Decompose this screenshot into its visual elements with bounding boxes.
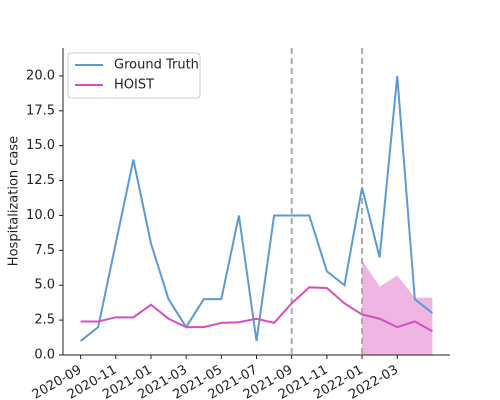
series-line xyxy=(79,75,434,342)
y-tick-label: 10.0 xyxy=(26,208,55,223)
y-tick-label: 7.5 xyxy=(34,243,55,258)
y-tick-label: 12.5 xyxy=(26,173,55,188)
y-tick-label: 2.5 xyxy=(34,313,55,328)
y-tick-label: 5.0 xyxy=(34,278,55,293)
y-axis-label: Hospitalization case xyxy=(7,136,22,266)
legend-label: Ground Truth xyxy=(114,58,199,73)
y-tick-label: 17.5 xyxy=(26,103,55,118)
legend-label: HOIST xyxy=(114,78,154,93)
y-tick-label: 0.0 xyxy=(34,348,55,363)
y-tick-label: 15.0 xyxy=(26,138,55,153)
series-line xyxy=(80,286,433,333)
y-tick-label: 20.0 xyxy=(26,68,55,83)
interval-band xyxy=(362,260,433,355)
